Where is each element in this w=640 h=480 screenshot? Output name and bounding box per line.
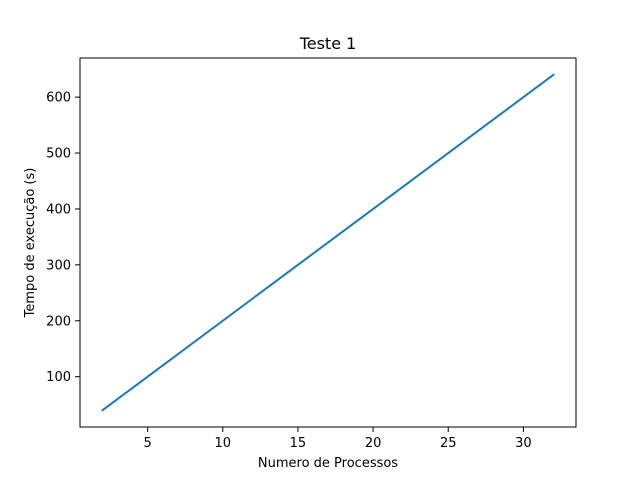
x-tick-label: 30 xyxy=(515,436,532,451)
y-tick-label: 100 xyxy=(46,370,71,385)
y-tick-label: 200 xyxy=(46,314,71,329)
x-tick-label: 25 xyxy=(440,436,457,451)
chart-title: Teste 1 xyxy=(299,34,357,53)
y-tick-label: 600 xyxy=(46,91,71,106)
y-axis-label: Tempo de execução (s) xyxy=(23,168,38,319)
axis-ticks: 5 10 15 20 25 30 100 200 300 400 500 600 xyxy=(46,91,531,451)
y-tick-label: 400 xyxy=(46,202,71,217)
plot-frame xyxy=(79,57,577,428)
y-tick-label: 300 xyxy=(46,258,71,273)
y-tick-label: 500 xyxy=(46,147,71,162)
plot-area xyxy=(101,73,555,412)
x-tick-label: 10 xyxy=(215,436,232,451)
x-tick-label: 20 xyxy=(365,436,382,451)
x-axis-label: Numero de Processos xyxy=(258,456,398,471)
x-tick-label: 5 xyxy=(143,436,151,451)
series-line-0 xyxy=(101,73,555,412)
x-tick-label: 15 xyxy=(290,436,307,451)
